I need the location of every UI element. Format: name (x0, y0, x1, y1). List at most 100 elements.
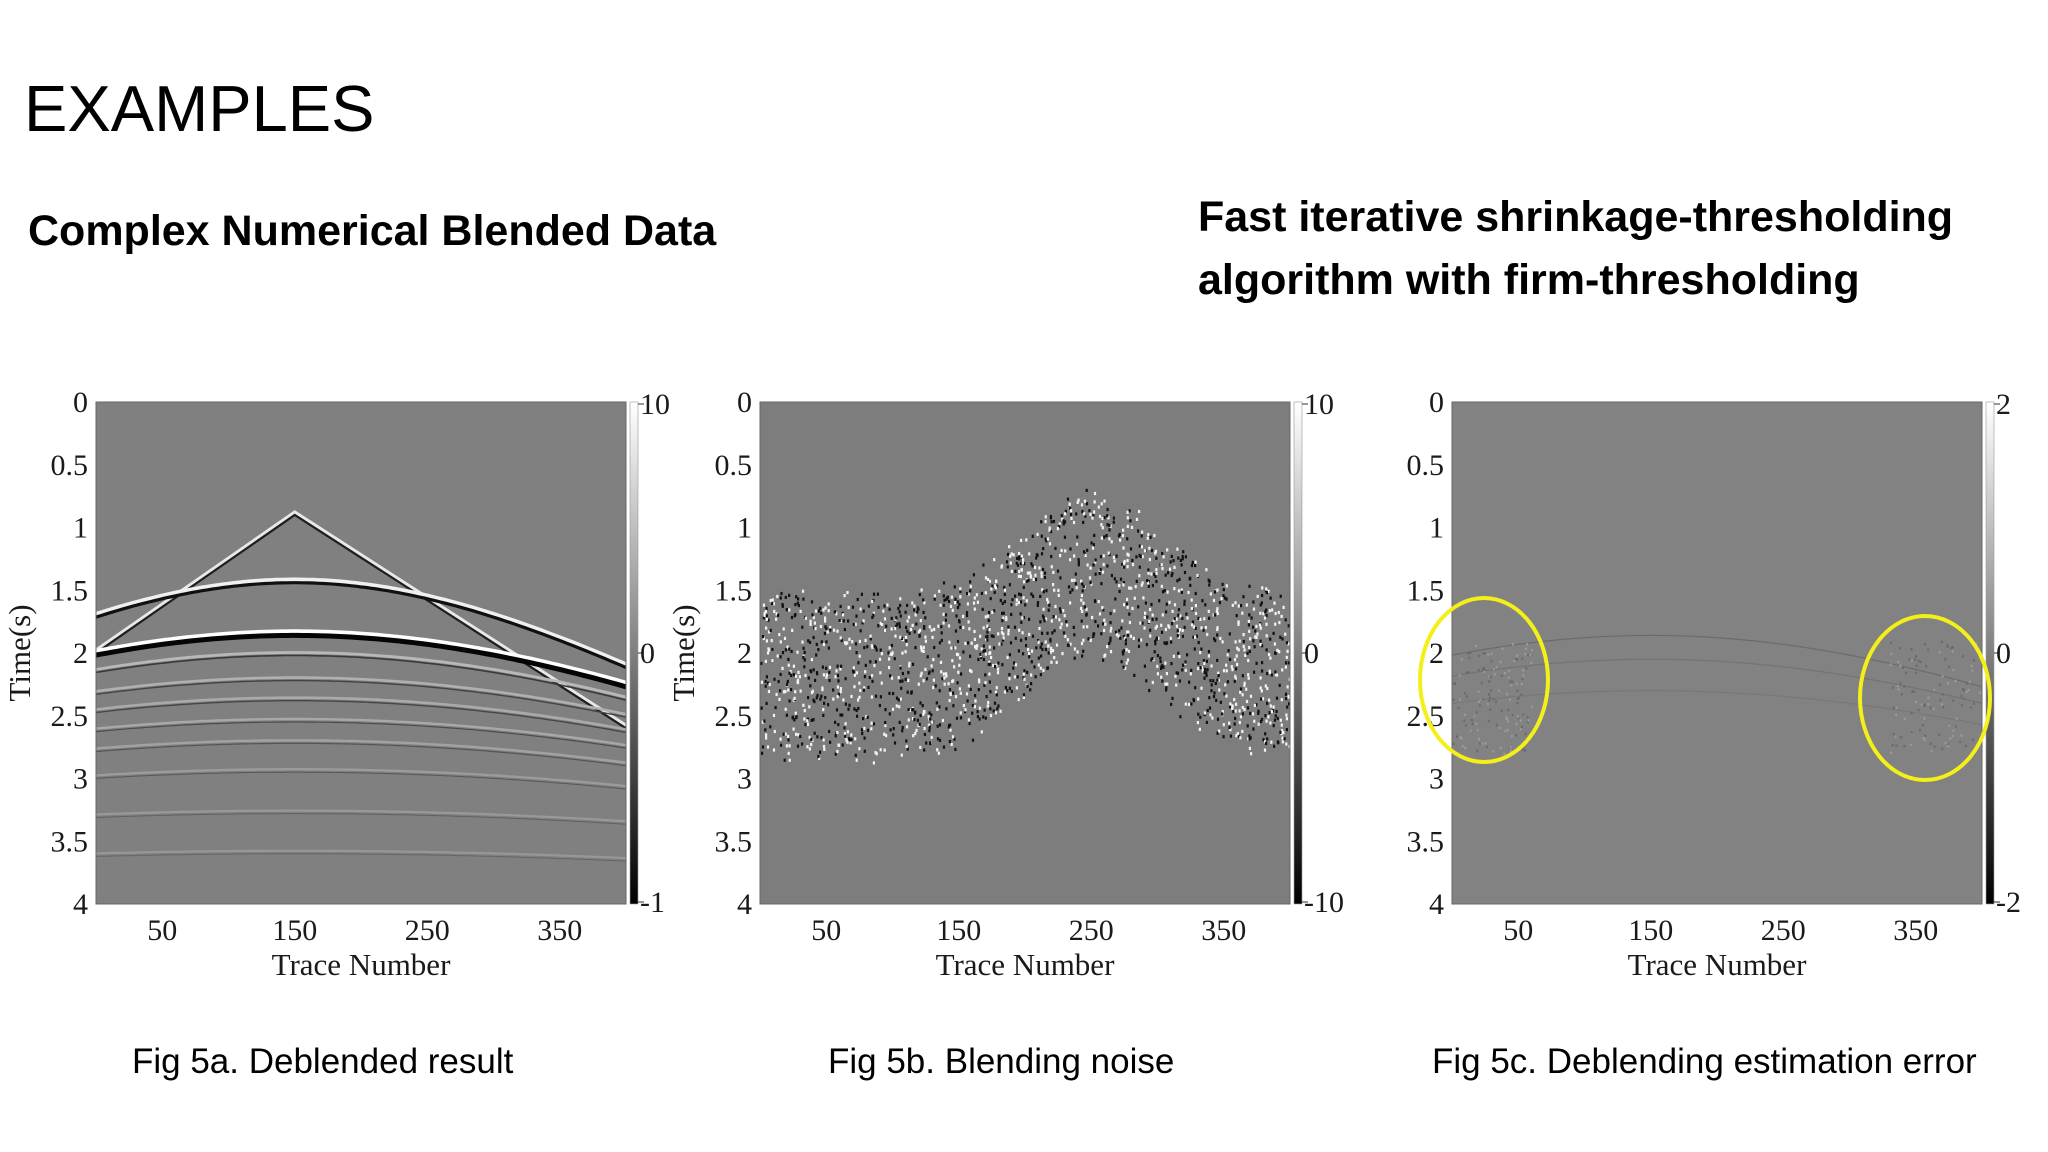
residual-speck (1962, 689, 1965, 692)
noise-speck (948, 688, 952, 692)
noise-speck (1041, 647, 1044, 651)
residual-speck (1951, 650, 1954, 653)
noise-speck (1183, 570, 1187, 575)
noise-speck (1153, 533, 1156, 538)
residual-speck (1495, 723, 1498, 727)
noise-speck (1216, 611, 1219, 616)
noise-speck (1170, 573, 1173, 578)
noise-speck (1282, 605, 1285, 609)
noise-speck (1165, 688, 1168, 692)
noise-speck (1025, 644, 1028, 648)
noise-speck (846, 740, 849, 744)
residual-speck (1506, 729, 1509, 732)
y-tick-label: 0.5 (51, 449, 89, 482)
noise-speck (1237, 620, 1240, 624)
noise-speck (1146, 536, 1149, 540)
noise-speck (874, 646, 877, 650)
noise-speck (1101, 570, 1105, 574)
noise-speck (1288, 702, 1290, 706)
noise-speck (919, 674, 922, 678)
noise-speck (959, 625, 962, 629)
noise-speck (1011, 598, 1014, 602)
noise-speck (870, 674, 874, 678)
noise-speck (997, 667, 1000, 671)
noise-speck (911, 708, 914, 712)
noise-speck (901, 671, 904, 676)
residual-speck (1892, 686, 1894, 689)
noise-speck (1100, 502, 1103, 506)
residual-speck (1946, 645, 1949, 648)
noise-speck (775, 617, 778, 621)
noise-speck (1036, 532, 1039, 536)
noise-speck (1098, 571, 1101, 576)
noise-speck (1165, 610, 1168, 614)
noise-speck (807, 676, 810, 680)
noise-speck (1236, 646, 1239, 650)
noise-speck (1115, 633, 1118, 637)
noise-speck (1283, 737, 1286, 741)
noise-speck (1075, 586, 1078, 590)
noise-speck (990, 587, 993, 591)
residual-speck (1510, 684, 1513, 687)
residual-speck (1490, 652, 1493, 655)
noise-speck (1080, 503, 1084, 507)
noise-speck (768, 648, 771, 652)
noise-speck (1113, 609, 1116, 613)
noise-speck (1273, 642, 1276, 646)
noise-speck (1022, 616, 1025, 620)
noise-speck (877, 624, 880, 628)
residual-speck (1503, 752, 1506, 756)
noise-speck (844, 641, 847, 645)
noise-speck (1030, 682, 1033, 686)
noise-speck (899, 603, 902, 608)
noise-speck (834, 734, 837, 738)
noise-speck (1232, 709, 1235, 714)
noise-speck (1271, 608, 1274, 612)
noise-speck (892, 727, 895, 731)
noise-speck (765, 701, 768, 705)
noise-speck (796, 744, 800, 748)
noise-speck (1197, 697, 1200, 701)
noise-speck (824, 606, 827, 610)
noise-speck (1118, 629, 1121, 633)
noise-speck (1015, 686, 1018, 690)
noise-speck (797, 733, 800, 737)
noise-speck (1185, 612, 1188, 616)
noise-speck (870, 695, 873, 699)
noise-speck (872, 592, 876, 596)
noise-speck (781, 604, 784, 608)
x-tick-label: 150 (1628, 914, 1673, 947)
noise-speck (802, 703, 805, 707)
noise-speck (866, 728, 870, 732)
noise-speck (986, 638, 989, 642)
noise-speck (1188, 577, 1191, 581)
noise-speck (1190, 702, 1193, 706)
noise-speck (1148, 688, 1151, 693)
noise-speck (962, 614, 965, 618)
noise-speck (1164, 661, 1167, 665)
noise-speck (1085, 488, 1088, 492)
noise-speck (1179, 614, 1182, 618)
noise-speck (1101, 526, 1104, 530)
noise-speck (1138, 544, 1141, 548)
residual-speck (1479, 742, 1482, 745)
noise-speck (1160, 563, 1163, 567)
noise-speck (1039, 594, 1042, 598)
noise-speck (956, 606, 960, 610)
noise-speck (1010, 569, 1013, 573)
noise-speck (821, 688, 824, 692)
noise-speck (954, 646, 957, 650)
noise-speck (994, 690, 997, 694)
noise-speck (1123, 565, 1126, 569)
residual-speck (1927, 703, 1930, 706)
noise-speck (1117, 534, 1121, 538)
noise-speck (1141, 581, 1144, 585)
noise-speck (884, 721, 887, 725)
noise-speck (950, 595, 953, 599)
noise-speck (847, 619, 850, 623)
noise-speck (1166, 548, 1169, 552)
noise-speck (1022, 693, 1026, 697)
noise-speck (920, 647, 923, 651)
noise-speck (1236, 662, 1239, 666)
noise-speck (894, 627, 897, 631)
